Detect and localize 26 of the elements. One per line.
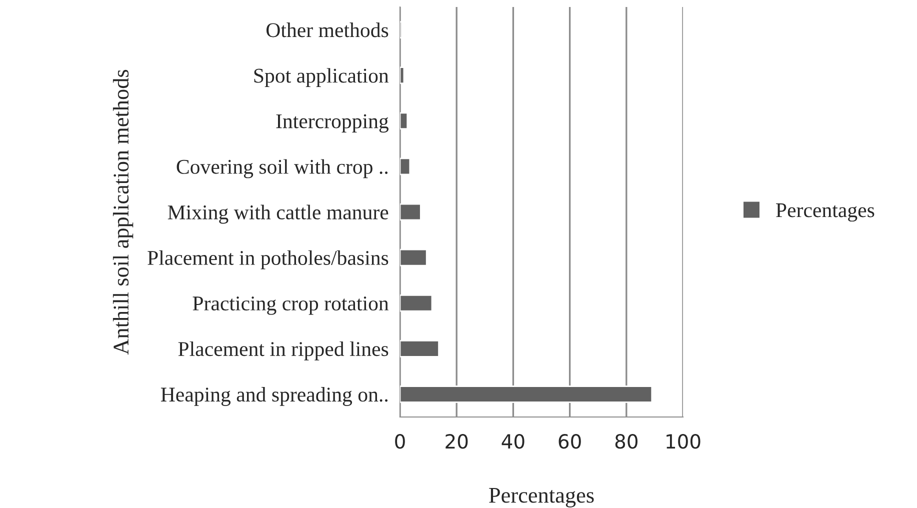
bar: [400, 294, 433, 312]
y-tick-label: Practicing crop rotation: [192, 296, 389, 315]
legend-label: Percentages: [776, 203, 874, 222]
x-tick-label: 60: [558, 434, 581, 449]
x-tick-label: 40: [502, 434, 524, 449]
y-tick-label: Spot application: [254, 68, 389, 87]
x-tick-label: 20: [446, 434, 468, 449]
y-axis-title: Anthill soil application methods: [112, 70, 134, 355]
y-tick-label: Other methods: [266, 22, 388, 38]
y-tick-label: Intercropping: [276, 114, 388, 133]
bar: [400, 112, 408, 130]
x-tick-label: 80: [615, 434, 638, 449]
y-tick-label: Placement in potholes/basins: [148, 250, 388, 270]
y-tick-label: Placement in ripped lines: [178, 341, 388, 360]
y-tick-label: Mixing with cattle manure: [168, 204, 388, 224]
y-tick-label: Covering soil with crop ..: [176, 159, 388, 178]
x-tick-label: 100: [666, 434, 700, 449]
y-tick-label: Heaping and spreading on..: [160, 386, 388, 406]
x-tick-label: 0: [395, 434, 405, 449]
x-axis-title: Percentages: [489, 488, 594, 508]
bar: [400, 248, 428, 266]
bar: [400, 340, 440, 358]
bar: [400, 66, 405, 84]
bar: [400, 158, 411, 176]
bar: [400, 386, 653, 403]
bar: [400, 203, 422, 221]
